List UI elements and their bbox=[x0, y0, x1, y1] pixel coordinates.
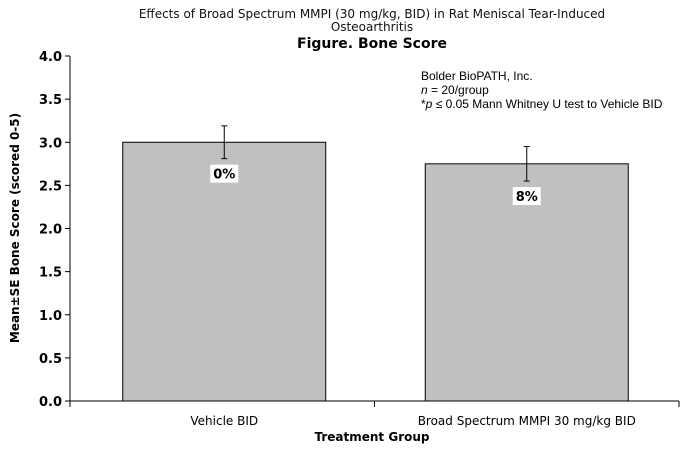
y-tick-label: 2.5 bbox=[39, 179, 62, 194]
data-label: 8% bbox=[512, 187, 541, 206]
y-tick-label: 3.0 bbox=[39, 136, 62, 151]
annotation-test-text: ≤ 0.05 Mann Whitney U test to Vehicle BI… bbox=[432, 97, 662, 111]
chart-title: Figure. Bone Score bbox=[297, 36, 447, 52]
svg-text:8%: 8% bbox=[516, 190, 538, 205]
y-tick-label: 1.0 bbox=[39, 309, 62, 324]
x-axis-title: Treatment Group bbox=[314, 430, 429, 444]
annotation-star: * bbox=[421, 97, 426, 111]
y-tick-label: 1.5 bbox=[39, 266, 62, 281]
annotation-n-symbol: n bbox=[421, 83, 428, 97]
error-bar bbox=[523, 146, 530, 182]
svg-text:0%: 0% bbox=[213, 168, 235, 183]
y-tick-label: 3.5 bbox=[39, 93, 62, 108]
bars-group: 0% 8% bbox=[122, 125, 629, 402]
annotation-line2: n = 20/group bbox=[421, 83, 489, 97]
chart-supertitle-line1: Effects of Broad Spectrum MMPI (30 mg/kg… bbox=[139, 7, 605, 21]
axes-group: 0.0 0.5 1.0 1.5 2.0 2.5 3.0 3.5 4.0 Vehicle BID Br… bbox=[39, 50, 680, 428]
annotation-line3: *p ≤ 0.05 Mann Whitney U test to Vehicle… bbox=[421, 97, 663, 111]
y-tick-label: 4.0 bbox=[39, 50, 62, 65]
error-bar bbox=[221, 125, 228, 160]
y-tick-label: 0.0 bbox=[39, 395, 62, 410]
annotation-line1: Bolder BioPATH, Inc. bbox=[421, 69, 533, 83]
x-category-label: Vehicle BID bbox=[190, 414, 258, 428]
annotation-n-value: = 20/group bbox=[428, 83, 489, 97]
y-tick-label: 0.5 bbox=[39, 352, 62, 367]
data-label: 0% bbox=[210, 164, 239, 183]
annotation-p-symbol: p bbox=[425, 97, 433, 111]
chart-supertitle-line2: Osteoarthritis bbox=[331, 20, 413, 34]
y-tick-label: 2.0 bbox=[39, 223, 62, 238]
x-category-label: Broad Spectrum MMPI 30 mg/kg BID bbox=[418, 414, 636, 428]
y-axis-title: Mean±SE Bone Score (scored 0-5) bbox=[8, 113, 22, 343]
